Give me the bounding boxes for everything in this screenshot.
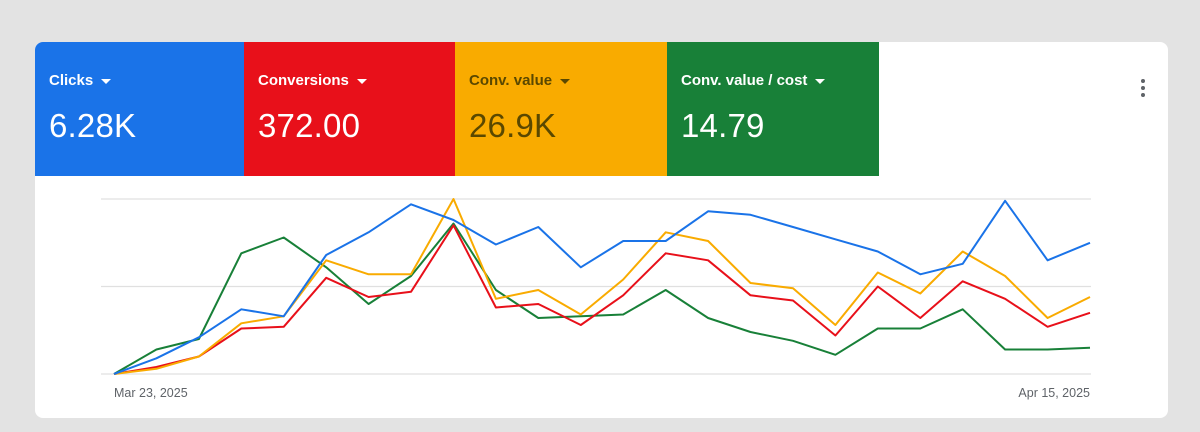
chart-series: [113, 198, 1091, 375]
chart-grid: [101, 198, 1091, 375]
metric-value-conv-value: 26.9K: [469, 107, 557, 144]
series-line-3: [113, 222, 1091, 375]
metric-label-conv-value-per-cost: Conv. value / cost: [681, 72, 808, 89]
metric-tile-conv-value[interactable]: Conv. value 26.9K: [455, 42, 667, 176]
metric-value-conversions: 372.00: [258, 107, 361, 144]
performance-chart: Mar 23, 2025 Apr 15, 2025: [101, 198, 1091, 400]
metric-label-clicks: Clicks: [49, 72, 94, 89]
metric-tile-clicks[interactable]: Clicks 6.28K: [35, 42, 244, 176]
metric-value-conv-value-per-cost: 14.79: [681, 107, 765, 144]
series-line-1: [113, 224, 1091, 375]
metric-tile-conversions[interactable]: Conversions 372.00: [244, 42, 455, 176]
performance-card: Mar 23, 2025 Apr 15, 2025 Clicks 6.28K C…: [35, 42, 1168, 418]
dropdown-caret-icon[interactable]: [560, 79, 571, 84]
more-vert-icon[interactable]: [1128, 73, 1158, 103]
dropdown-caret-icon[interactable]: [356, 79, 367, 84]
metric-tile-conv-value-per-cost[interactable]: Conv. value / cost 14.79: [667, 42, 879, 176]
x-axis-end-label: Apr 15, 2025: [1018, 386, 1090, 400]
dropdown-caret-icon[interactable]: [101, 79, 112, 84]
metric-label-conversions: Conversions: [258, 72, 349, 89]
series-line-2: [113, 198, 1091, 375]
metric-value-clicks: 6.28K: [49, 107, 137, 144]
x-axis-start-label: Mar 23, 2025: [114, 386, 188, 400]
dropdown-caret-icon[interactable]: [815, 79, 826, 84]
series-line-0: [113, 199, 1091, 375]
metric-tiles: Clicks 6.28K Conversions 372.00 Conv. va…: [35, 42, 879, 176]
metric-label-conv-value: Conv. value: [469, 72, 553, 89]
